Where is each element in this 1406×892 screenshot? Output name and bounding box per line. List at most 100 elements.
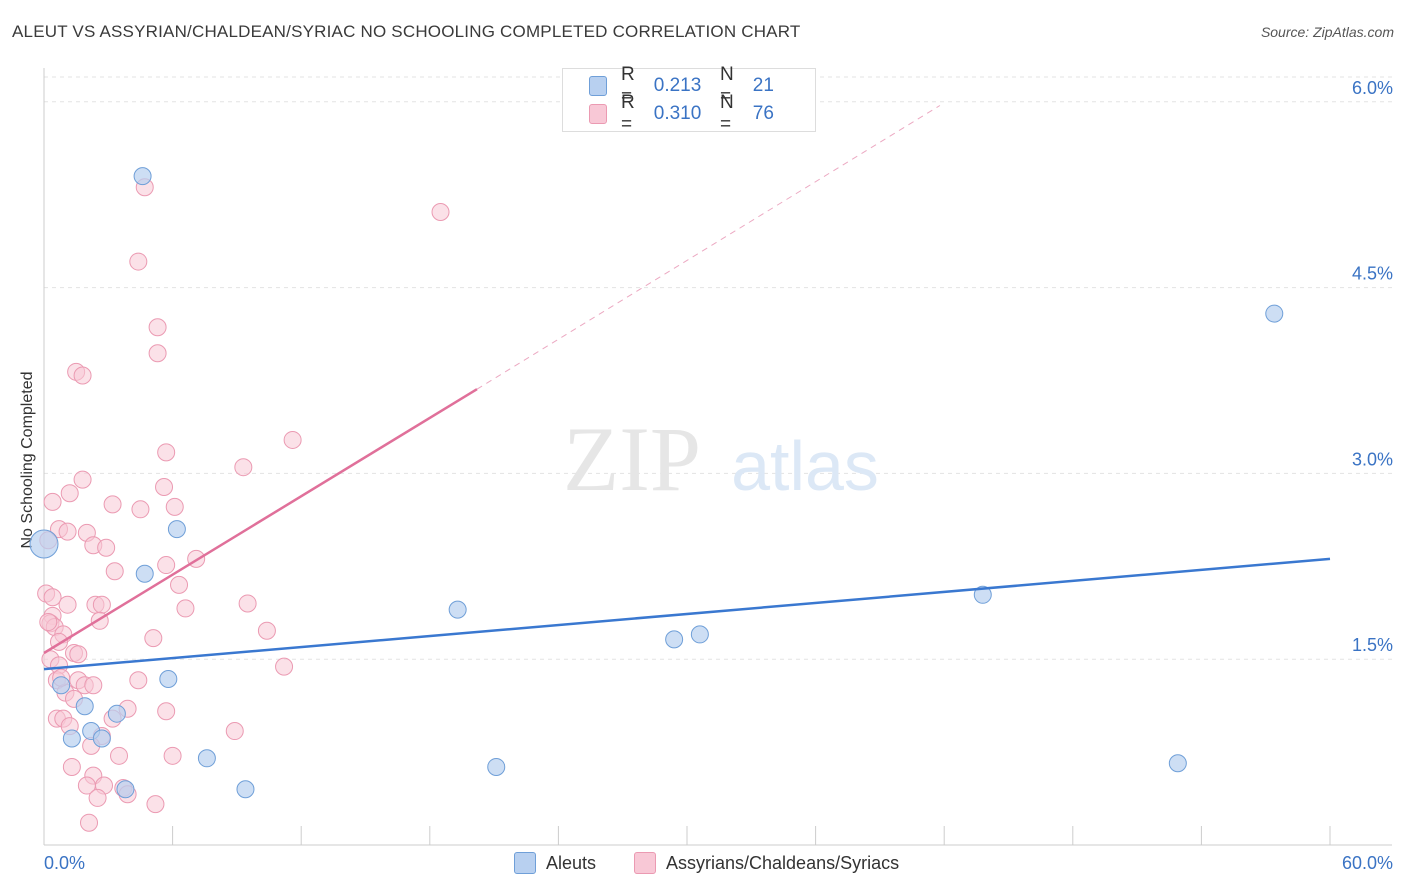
assyrians-point — [144, 629, 163, 648]
assyrians-point — [148, 344, 167, 363]
aleuts-point — [135, 564, 154, 583]
assyrians-swatch — [589, 104, 607, 124]
trend-lines — [43, 105, 1331, 671]
assyrians-point — [163, 746, 182, 765]
assyrians-point — [283, 430, 302, 449]
aleuts-point — [167, 520, 186, 539]
n-label: N = — [720, 92, 734, 135]
axes — [43, 68, 1392, 846]
legend-item-assyrians: Assyrians/Chaldeans/Syriacs — [634, 852, 899, 874]
series-legend: Aleuts Assyrians/Chaldeans/Syriacs — [0, 852, 1406, 878]
n-value: 21 — [752, 75, 774, 96]
assyrians-legend-label: Assyrians/Chaldeans/Syriacs — [666, 852, 900, 873]
assyrians-trend-line — [43, 388, 478, 655]
y-tick-label: 1.5% — [1352, 635, 1393, 655]
aleuts-point — [448, 600, 467, 619]
aleuts-point — [236, 780, 255, 799]
r-label: R = — [621, 64, 635, 107]
assyrians-point — [170, 575, 189, 594]
aleuts-point — [133, 167, 152, 186]
assyrians-point — [60, 484, 79, 503]
aleuts-swatch — [589, 76, 607, 96]
y-tick-label: 4.5% — [1352, 264, 1393, 284]
assyrians-point — [234, 458, 253, 477]
tick-labels: 1.5% 3.0% 4.5% 6.0% 0.0% 60.0% — [44, 78, 1393, 873]
watermark-atlas: atlas — [731, 427, 879, 505]
aleuts-point — [487, 757, 506, 776]
aleuts-legend-swatch — [514, 852, 536, 874]
assyrians-point — [131, 500, 150, 519]
assyrians-point — [155, 478, 174, 497]
assyrians-point — [110, 746, 129, 765]
assyrians-point — [431, 203, 450, 222]
legend-row-aleuts: R = 0.213 N = 21 — [589, 64, 815, 107]
watermark-zip: ZIP — [563, 408, 701, 510]
assyrians-points — [37, 178, 450, 832]
assyrians-point — [148, 318, 167, 337]
assyrians-point — [43, 492, 62, 511]
aleuts-trend-line — [43, 557, 1331, 671]
aleuts-point — [116, 780, 135, 799]
aleuts-point — [159, 670, 178, 689]
aleuts-point — [1265, 304, 1284, 323]
y-tick-label: 3.0% — [1352, 449, 1393, 469]
assyrians-point — [176, 599, 195, 618]
legend-item-aleuts: Aleuts — [514, 852, 596, 874]
assyrians-point — [146, 795, 165, 814]
assyrians-point — [92, 595, 111, 614]
assyrians-point — [129, 252, 148, 271]
x-tick-label-min: 0.0% — [44, 853, 85, 873]
aleuts-point — [665, 630, 684, 649]
assyrians-point — [62, 757, 81, 776]
aleuts-legend-label: Aleuts — [546, 852, 597, 873]
assyrians-point — [84, 676, 103, 695]
r-value: 0.310 — [653, 103, 702, 124]
assyrians-point — [73, 366, 92, 385]
x-tick-label-max: 60.0% — [1342, 853, 1393, 873]
assyrians-point — [39, 613, 58, 632]
y-tick-label: 6.0% — [1352, 78, 1393, 98]
source-credit: Source: ZipAtlas.com — [1260, 24, 1394, 40]
r-value: 0.213 — [653, 75, 702, 96]
assyrians-point — [157, 556, 176, 575]
assyrians-legend-swatch — [634, 852, 656, 874]
r-label: R = — [621, 92, 635, 135]
assyrians-point — [129, 671, 148, 690]
aleuts-point — [107, 704, 126, 723]
assyrians-point — [88, 788, 107, 807]
aleuts-point — [29, 529, 59, 559]
aleuts-point — [690, 625, 709, 644]
aleuts-point — [62, 729, 81, 748]
n-value: 76 — [752, 103, 774, 124]
aleuts-point — [92, 729, 111, 748]
watermark: ZIP atlas — [563, 408, 879, 510]
assyrians-point — [73, 470, 92, 489]
assyrians-point — [238, 594, 257, 613]
aleuts-points — [29, 167, 1284, 799]
assyrians-point — [157, 443, 176, 462]
n-label: N = — [720, 64, 734, 107]
aleuts-point — [75, 697, 94, 716]
assyrians-point — [105, 562, 124, 581]
correlation-legend: R = 0.213 N = 21 R = 0.310 N = 76 — [562, 64, 816, 135]
assyrians-point — [58, 595, 77, 614]
assyrians-point — [97, 538, 116, 557]
aleuts-point — [1168, 754, 1187, 773]
assyrians-point — [43, 588, 62, 607]
assyrians-point — [58, 522, 77, 541]
assyrians-point — [225, 722, 244, 741]
assyrians-point — [69, 645, 88, 664]
assyrians-point — [157, 702, 176, 721]
assyrians-point — [103, 495, 122, 514]
assyrians-point — [275, 657, 294, 676]
assyrians-point — [165, 497, 184, 516]
assyrians-point — [80, 813, 99, 832]
legend-row-assyrians: R = 0.310 N = 76 — [589, 92, 815, 135]
aleuts-point — [197, 749, 216, 768]
aleuts-point — [973, 585, 992, 604]
chart-title: ALEUT VS ASSYRIAN/CHALDEAN/SYRIAC NO SCH… — [12, 22, 801, 41]
assyrians-trend-extension — [476, 105, 941, 390]
assyrians-point — [257, 621, 276, 640]
aleuts-point — [52, 676, 71, 695]
